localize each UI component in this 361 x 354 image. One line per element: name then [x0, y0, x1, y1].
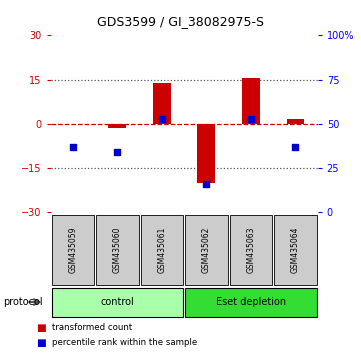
Text: GSM435064: GSM435064	[291, 226, 300, 273]
Point	[159, 116, 165, 122]
Text: GSM435061: GSM435061	[157, 226, 166, 273]
Point	[292, 145, 298, 150]
Text: control: control	[100, 297, 134, 307]
Bar	[274, 215, 317, 285]
Text: ■: ■	[36, 338, 46, 348]
Bar	[153, 82, 171, 124]
Text: ■: ■	[36, 323, 46, 333]
Bar	[141, 215, 183, 285]
Point	[114, 149, 120, 155]
Bar	[52, 288, 183, 317]
Text: Eset depletion: Eset depletion	[216, 297, 286, 307]
Bar	[96, 215, 139, 285]
Point	[248, 116, 254, 122]
Bar	[185, 288, 317, 317]
Text: GSM435060: GSM435060	[113, 226, 122, 273]
Text: protocol: protocol	[4, 297, 43, 307]
Bar	[52, 215, 94, 285]
Bar	[287, 119, 304, 124]
Bar	[108, 124, 126, 128]
Text: GSM435062: GSM435062	[202, 226, 211, 273]
Text: GSM435059: GSM435059	[68, 226, 77, 273]
Text: GDS3599 / GI_38082975-S: GDS3599 / GI_38082975-S	[97, 15, 264, 28]
Bar	[230, 215, 272, 285]
Bar	[185, 215, 227, 285]
Text: GSM435063: GSM435063	[247, 226, 255, 273]
Bar	[197, 124, 215, 183]
Point	[204, 182, 209, 187]
Text: transformed count: transformed count	[52, 323, 132, 332]
Point	[70, 145, 76, 150]
Bar	[242, 78, 260, 124]
Text: percentile rank within the sample: percentile rank within the sample	[52, 338, 197, 347]
